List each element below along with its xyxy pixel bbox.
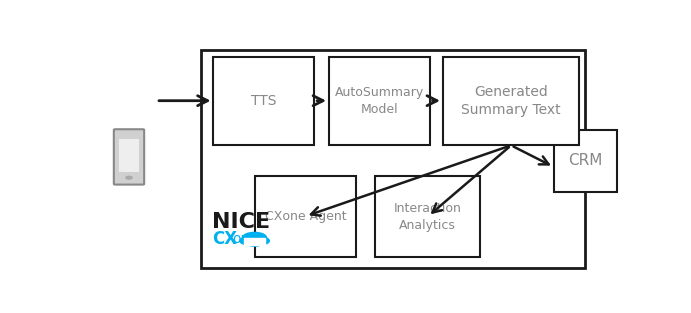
- Bar: [256, 176, 356, 257]
- Text: CXone Agent: CXone Agent: [265, 210, 346, 223]
- Text: Generated
Summary Text: Generated Summary Text: [461, 85, 560, 117]
- Bar: [244, 238, 265, 245]
- Text: CRM: CRM: [568, 153, 603, 168]
- Bar: [201, 50, 585, 268]
- Circle shape: [240, 237, 257, 245]
- Circle shape: [252, 237, 269, 245]
- Bar: [119, 139, 140, 172]
- Circle shape: [243, 232, 267, 243]
- Text: Interaction
Analytics: Interaction Analytics: [394, 202, 462, 232]
- Text: NICE: NICE: [212, 212, 270, 232]
- Bar: [553, 130, 617, 192]
- Bar: [443, 57, 578, 145]
- Circle shape: [126, 176, 132, 179]
- Text: one: one: [232, 232, 258, 246]
- Bar: [375, 176, 480, 257]
- FancyBboxPatch shape: [114, 129, 144, 185]
- Bar: [214, 57, 314, 145]
- Bar: [329, 57, 430, 145]
- Circle shape: [246, 239, 263, 246]
- Text: AutoSummary
Model: AutoSummary Model: [334, 86, 424, 116]
- Text: TTS: TTS: [251, 94, 276, 108]
- Text: CX: CX: [212, 230, 237, 248]
